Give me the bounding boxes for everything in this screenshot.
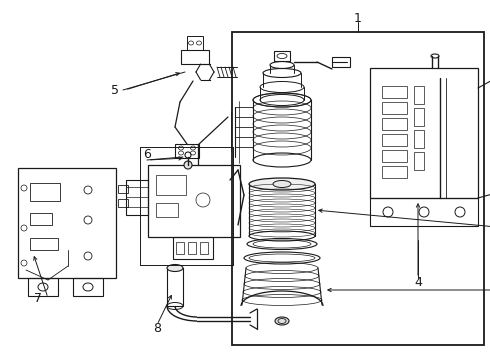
Bar xyxy=(414,86,424,104)
Text: 5: 5 xyxy=(111,84,119,96)
Bar xyxy=(181,50,209,64)
Bar xyxy=(156,175,186,195)
Bar xyxy=(187,36,203,50)
Bar xyxy=(370,68,478,198)
Bar xyxy=(18,168,116,278)
Bar xyxy=(332,57,350,67)
Ellipse shape xyxy=(184,161,192,169)
Bar xyxy=(73,278,103,296)
Bar xyxy=(30,238,58,250)
Bar xyxy=(118,185,128,193)
Ellipse shape xyxy=(167,265,183,271)
Bar xyxy=(382,118,407,130)
Ellipse shape xyxy=(275,317,289,325)
Bar xyxy=(382,102,407,114)
Bar xyxy=(173,237,213,259)
Bar xyxy=(382,134,407,146)
Bar xyxy=(156,203,178,217)
Bar xyxy=(30,183,60,201)
Bar xyxy=(370,198,478,226)
Bar xyxy=(232,32,484,345)
Bar xyxy=(175,144,199,158)
Text: 4: 4 xyxy=(414,275,422,288)
Bar xyxy=(382,86,407,98)
Ellipse shape xyxy=(249,178,315,190)
Text: 7: 7 xyxy=(34,292,42,305)
Text: 1: 1 xyxy=(354,12,362,24)
Bar xyxy=(126,180,148,215)
Bar xyxy=(200,242,208,254)
Bar xyxy=(176,242,184,254)
Text: 8: 8 xyxy=(153,321,161,334)
Bar xyxy=(414,152,424,170)
Bar xyxy=(382,166,407,178)
Bar xyxy=(118,199,128,207)
Bar xyxy=(414,130,424,148)
Text: 6: 6 xyxy=(143,148,151,162)
Bar xyxy=(28,278,58,296)
Bar xyxy=(188,242,196,254)
Bar xyxy=(274,51,290,61)
Bar xyxy=(414,108,424,126)
Ellipse shape xyxy=(273,180,291,188)
Bar xyxy=(382,150,407,162)
Bar xyxy=(30,213,52,225)
Bar xyxy=(148,165,240,237)
Bar xyxy=(167,268,183,306)
